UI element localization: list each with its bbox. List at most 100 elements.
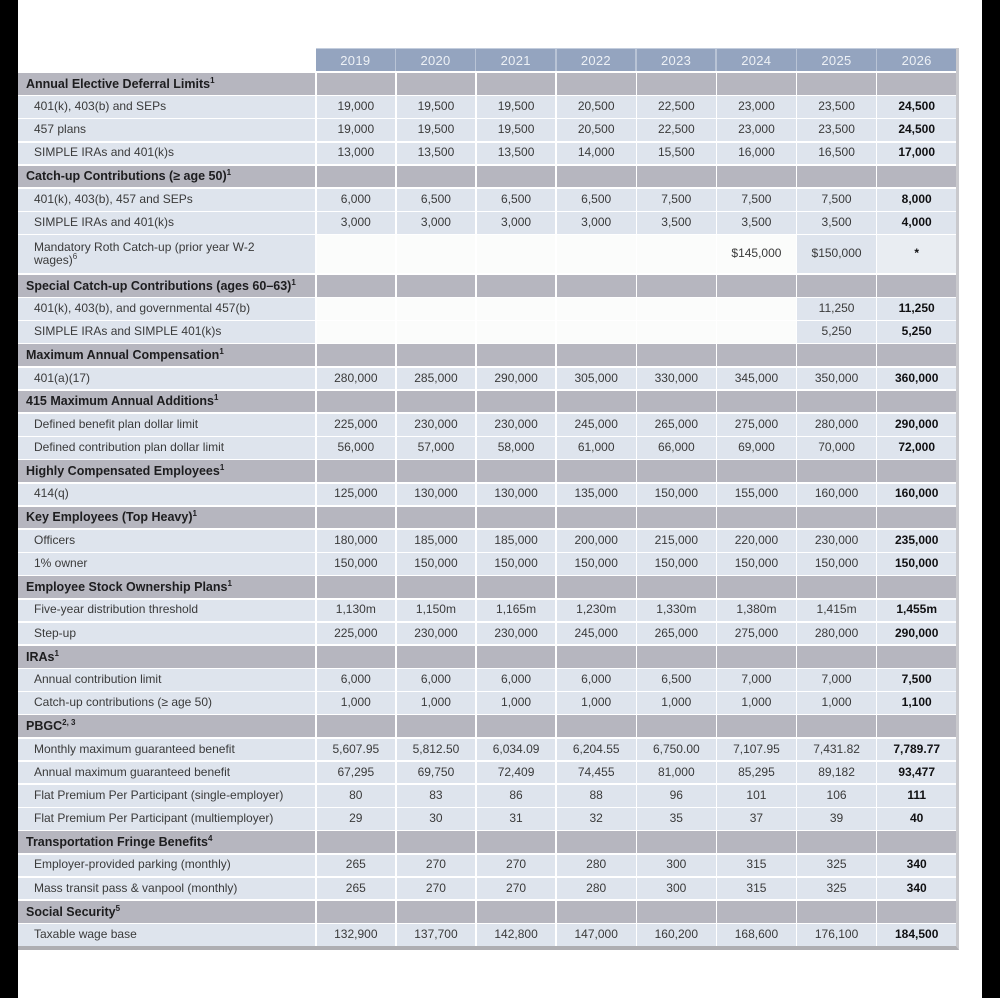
value-cell [476,73,556,95]
value-cell: 22,500 [637,96,716,118]
year-header-cell: 2022 [556,49,636,71]
row-label: Defined benefit plan dollar limit [18,414,315,436]
value-cell [717,321,796,343]
value-cell: 290,000 [476,367,556,390]
value-cell: 1,330m [637,599,716,622]
value-cell [316,645,396,668]
value-cell: 19,500 [396,119,476,141]
row-label: Five-year distribution threshold [18,599,315,622]
value-cell [476,645,556,668]
value-cell: 6,000 [316,669,396,691]
value-cell: 315 [717,877,796,900]
value-cell [717,715,796,738]
value-cell [396,298,476,320]
value-cell: 16,500 [797,142,876,165]
value-cell: 325 [797,877,876,900]
value-cell: 285,000 [396,367,476,390]
value-cell [717,274,796,297]
value-cell: 23,000 [717,119,796,141]
value-cell [316,900,396,923]
value-cell [797,344,876,367]
year-header-cell: 2019 [316,49,395,71]
value-cell: 88 [556,785,636,807]
value-cell: 69,000 [717,437,796,459]
section-row: 415 Maximum Annual Additions1 [18,390,956,413]
table-row: 401(k), 403(b), and governmental 457(b) 1… [18,298,956,320]
value-cell [316,506,396,529]
value-cell [396,576,476,598]
value-cell: 1,000 [637,692,716,714]
value-cell: 290,000 [877,414,956,436]
limits-table-body: Annual Elective Deferral Limits1 401(k), … [18,73,956,946]
value-cell: 13,500 [396,142,476,165]
value-cell: 80 [316,785,396,807]
page-frame-left [0,0,18,998]
value-cell [877,390,956,413]
value-cell [316,73,396,95]
value-cell: 245,000 [556,414,636,436]
value-cell: 1,000 [476,692,556,714]
value-cell: 230,000 [476,414,556,436]
table-row: Step-up 225,000 230,000 230,000 245,000 265,0… [18,622,956,645]
value-cell [476,298,556,320]
value-cell: 137,700 [396,924,476,946]
value-cell: 185,000 [476,529,556,552]
value-cell [877,715,956,738]
value-cell: 325 [797,854,876,877]
row-label: Employer-provided parking (monthly) [18,854,315,877]
value-cell [476,321,556,343]
value-cell: 150,000 [316,553,396,575]
value-cell: 345,000 [717,367,796,390]
value-cell: 150,000 [717,553,796,575]
row-label: Officers [18,529,315,552]
value-cell [637,506,716,529]
value-cell: 6,750.00 [637,738,716,761]
value-cell [556,460,636,482]
table-row: Catch-up contributions (≥ age 50) 1,000 1,… [18,692,956,714]
table-row: Flat Premium Per Participant (multiemplo… [18,808,956,830]
value-cell: 6,000 [476,669,556,691]
value-cell: 23,500 [797,119,876,141]
value-cell: 150,000 [637,483,716,506]
value-cell: 83 [396,785,476,807]
table-row: 1% owner 150,000 150,000 150,000 150,000 150,… [18,553,956,575]
value-cell: 340 [877,854,956,877]
value-cell: 24,500 [877,119,956,141]
value-cell: 61,000 [556,437,636,459]
value-cell: 14,000 [556,142,636,165]
value-cell: 31 [476,808,556,830]
value-cell: 72,409 [476,761,556,784]
table-row: Flat Premium Per Participant (single-emp… [18,785,956,807]
value-cell [637,576,716,598]
value-cell: 230,000 [797,529,876,552]
value-cell: 1,165m [476,599,556,622]
value-cell [396,235,476,274]
value-cell [717,900,796,923]
table-row: 457 plans 19,000 19,500 19,500 20,500 22,500 2… [18,119,956,141]
value-cell [637,900,716,923]
row-label: Monthly maximum guaranteed benefit [18,738,315,761]
value-cell: 7,000 [717,669,796,691]
row-label: PBGC2, 3 [18,715,315,738]
value-cell: 142,800 [476,924,556,946]
value-cell [556,298,636,320]
value-cell [637,165,716,188]
row-label: Highly Compensated Employees1 [18,460,315,482]
value-cell [556,900,636,923]
value-cell [637,715,716,738]
value-cell: 155,000 [717,483,796,506]
value-cell: 7,107.95 [717,738,796,761]
value-cell: 5,250 [877,321,956,343]
value-cell: 1,000 [556,692,636,714]
value-cell: 3,000 [556,212,636,234]
value-cell [476,274,556,297]
value-cell [476,715,556,738]
row-label: 415 Maximum Annual Additions1 [18,390,315,413]
value-cell: * [877,235,956,274]
value-cell: 150,000 [476,553,556,575]
value-cell: 1,000 [717,692,796,714]
value-cell [877,831,956,853]
table-row: Five-year distribution threshold 1,130m 1,… [18,599,956,622]
value-cell: 1,150m [396,599,476,622]
value-cell: 176,100 [797,924,876,946]
